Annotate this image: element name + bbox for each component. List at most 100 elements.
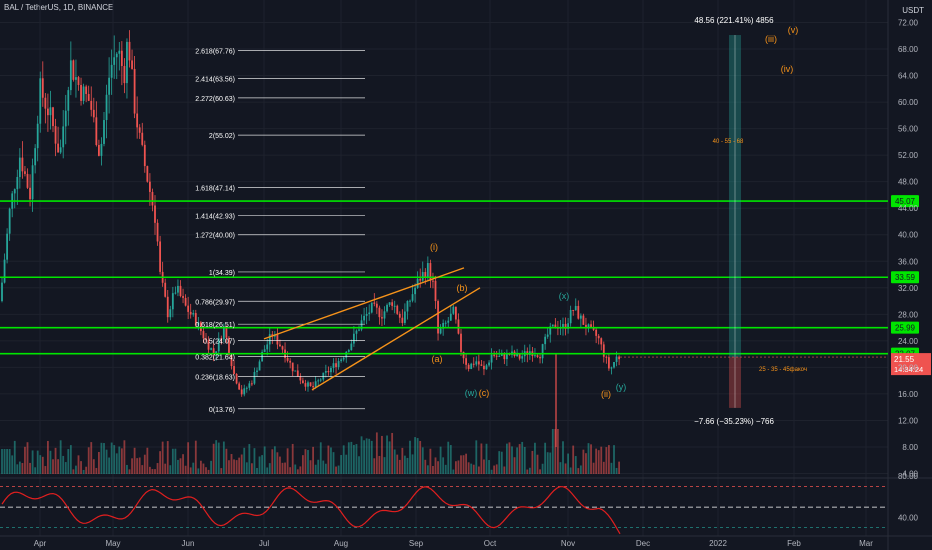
candle-body: [36, 123, 39, 149]
volume-bar: [309, 460, 312, 474]
candle-body: [253, 372, 256, 384]
candle-body: [477, 361, 480, 365]
candle-body: [518, 353, 521, 359]
candle-body: [467, 364, 470, 369]
volume-bar: [113, 445, 116, 474]
candle-body: [215, 351, 218, 355]
volume-bar: [554, 429, 557, 474]
volume-bar: [345, 454, 348, 474]
candle-body: [404, 311, 406, 323]
time-axis-tick: Apr: [34, 539, 47, 548]
volume-bar: [100, 442, 103, 474]
rsi-line[interactable]: [1, 486, 621, 535]
time-axis[interactable]: Apr May Jun Jul Aug Sep Oct Nov Dec 2022 Feb Mar: [34, 539, 873, 548]
volume-bar: [82, 469, 85, 474]
candle-body: [67, 90, 70, 111]
candle-body: [1, 282, 3, 302]
candle-body: [562, 323, 564, 328]
volume-bar: [1, 449, 3, 474]
volume-bar: [610, 462, 613, 474]
time-axis-tick: Aug: [334, 539, 348, 548]
candle-body: [85, 86, 88, 94]
fib-level-label: 0.236(18.63): [195, 374, 235, 381]
wave-label: (iv): [781, 64, 794, 74]
volume-bar: [350, 441, 353, 474]
volume-bar: [363, 440, 365, 474]
candle-body: [16, 176, 19, 190]
volume-bar: [493, 465, 496, 474]
volume-bar: [230, 454, 233, 474]
volume-bar: [518, 444, 521, 474]
volume-bar: [26, 442, 29, 474]
candle-body: [424, 272, 427, 278]
wave-label: (ii): [601, 389, 611, 399]
candle-body: [365, 313, 368, 316]
volume-bar: [401, 447, 404, 474]
candle-body: [516, 353, 518, 356]
chart-header-symbol[interactable]: BAL / TetherUS, 1D, BINANCE: [4, 3, 114, 12]
wedge-lower-line[interactable]: [311, 287, 481, 391]
candle-body: [200, 322, 202, 332]
candle-body: [544, 336, 547, 345]
candle-body: [131, 60, 133, 69]
price-axis-tick: 4.00: [902, 470, 918, 479]
time-axis-tick: Oct: [484, 539, 497, 548]
candle-body: [286, 357, 289, 361]
fib-level-label: 1.414(42.93): [195, 213, 235, 220]
volume-bar: [475, 440, 478, 474]
candle-body: [590, 324, 592, 327]
fib-level-label: 0.5(24.07): [203, 338, 235, 345]
candle-body: [98, 145, 100, 156]
rising-wedge: [263, 267, 481, 391]
candle-body: [164, 282, 167, 297]
volume-bar: [337, 465, 340, 474]
volume-bar: [457, 460, 460, 474]
candle-body: [521, 356, 524, 359]
volume-bar: [6, 449, 8, 474]
volume-bar: [133, 447, 136, 474]
candle-body: [375, 303, 378, 308]
candle-body: [541, 344, 544, 359]
candle-body: [444, 322, 447, 324]
volume-bar: [557, 429, 559, 474]
volume-bar: [460, 455, 462, 474]
candle-body: [243, 388, 246, 395]
volume-bar: [189, 467, 192, 474]
volume-bar: [16, 464, 19, 474]
candle-body: [228, 337, 230, 355]
candle-body: [233, 366, 235, 374]
volume-bar: [164, 463, 167, 474]
candle-body: [146, 166, 149, 182]
volume-bar: [398, 459, 401, 474]
price-axis-tick: 24.00: [898, 337, 919, 346]
candle-body: [8, 208, 11, 234]
volume-bar: [263, 446, 266, 474]
candle-body: [263, 349, 266, 352]
volume-bar: [138, 457, 141, 474]
candle-body: [245, 387, 248, 389]
wedge-upper-line[interactable]: [263, 267, 465, 340]
volume-bar: [92, 459, 95, 474]
volume-bar: [490, 469, 493, 474]
candle-body: [439, 328, 442, 334]
candle-body: [370, 302, 373, 313]
volume-bar: [327, 445, 330, 474]
candle-body: [340, 359, 343, 362]
volume-bar: [536, 454, 539, 474]
candle-body: [299, 376, 302, 381]
time-axis-tick: Mar: [859, 539, 873, 548]
price-axis-tick: 20.00: [898, 363, 919, 372]
volume-bar: [154, 469, 156, 474]
volume-bar: [416, 438, 419, 474]
volume-bar: [289, 467, 292, 474]
candle-body: [80, 84, 82, 101]
volume-bar: [383, 457, 386, 474]
volume-bar: [541, 463, 544, 474]
price-axis-tick: 52.00: [898, 151, 919, 160]
candle-body: [360, 320, 363, 330]
candle-body: [128, 41, 131, 61]
price-axis[interactable]: 72.00 68.00 64.00 60.00 56.00 52.00 48.00 44.00…: [898, 18, 919, 478]
volume-bar: [212, 443, 215, 474]
candle-body: [429, 263, 432, 281]
